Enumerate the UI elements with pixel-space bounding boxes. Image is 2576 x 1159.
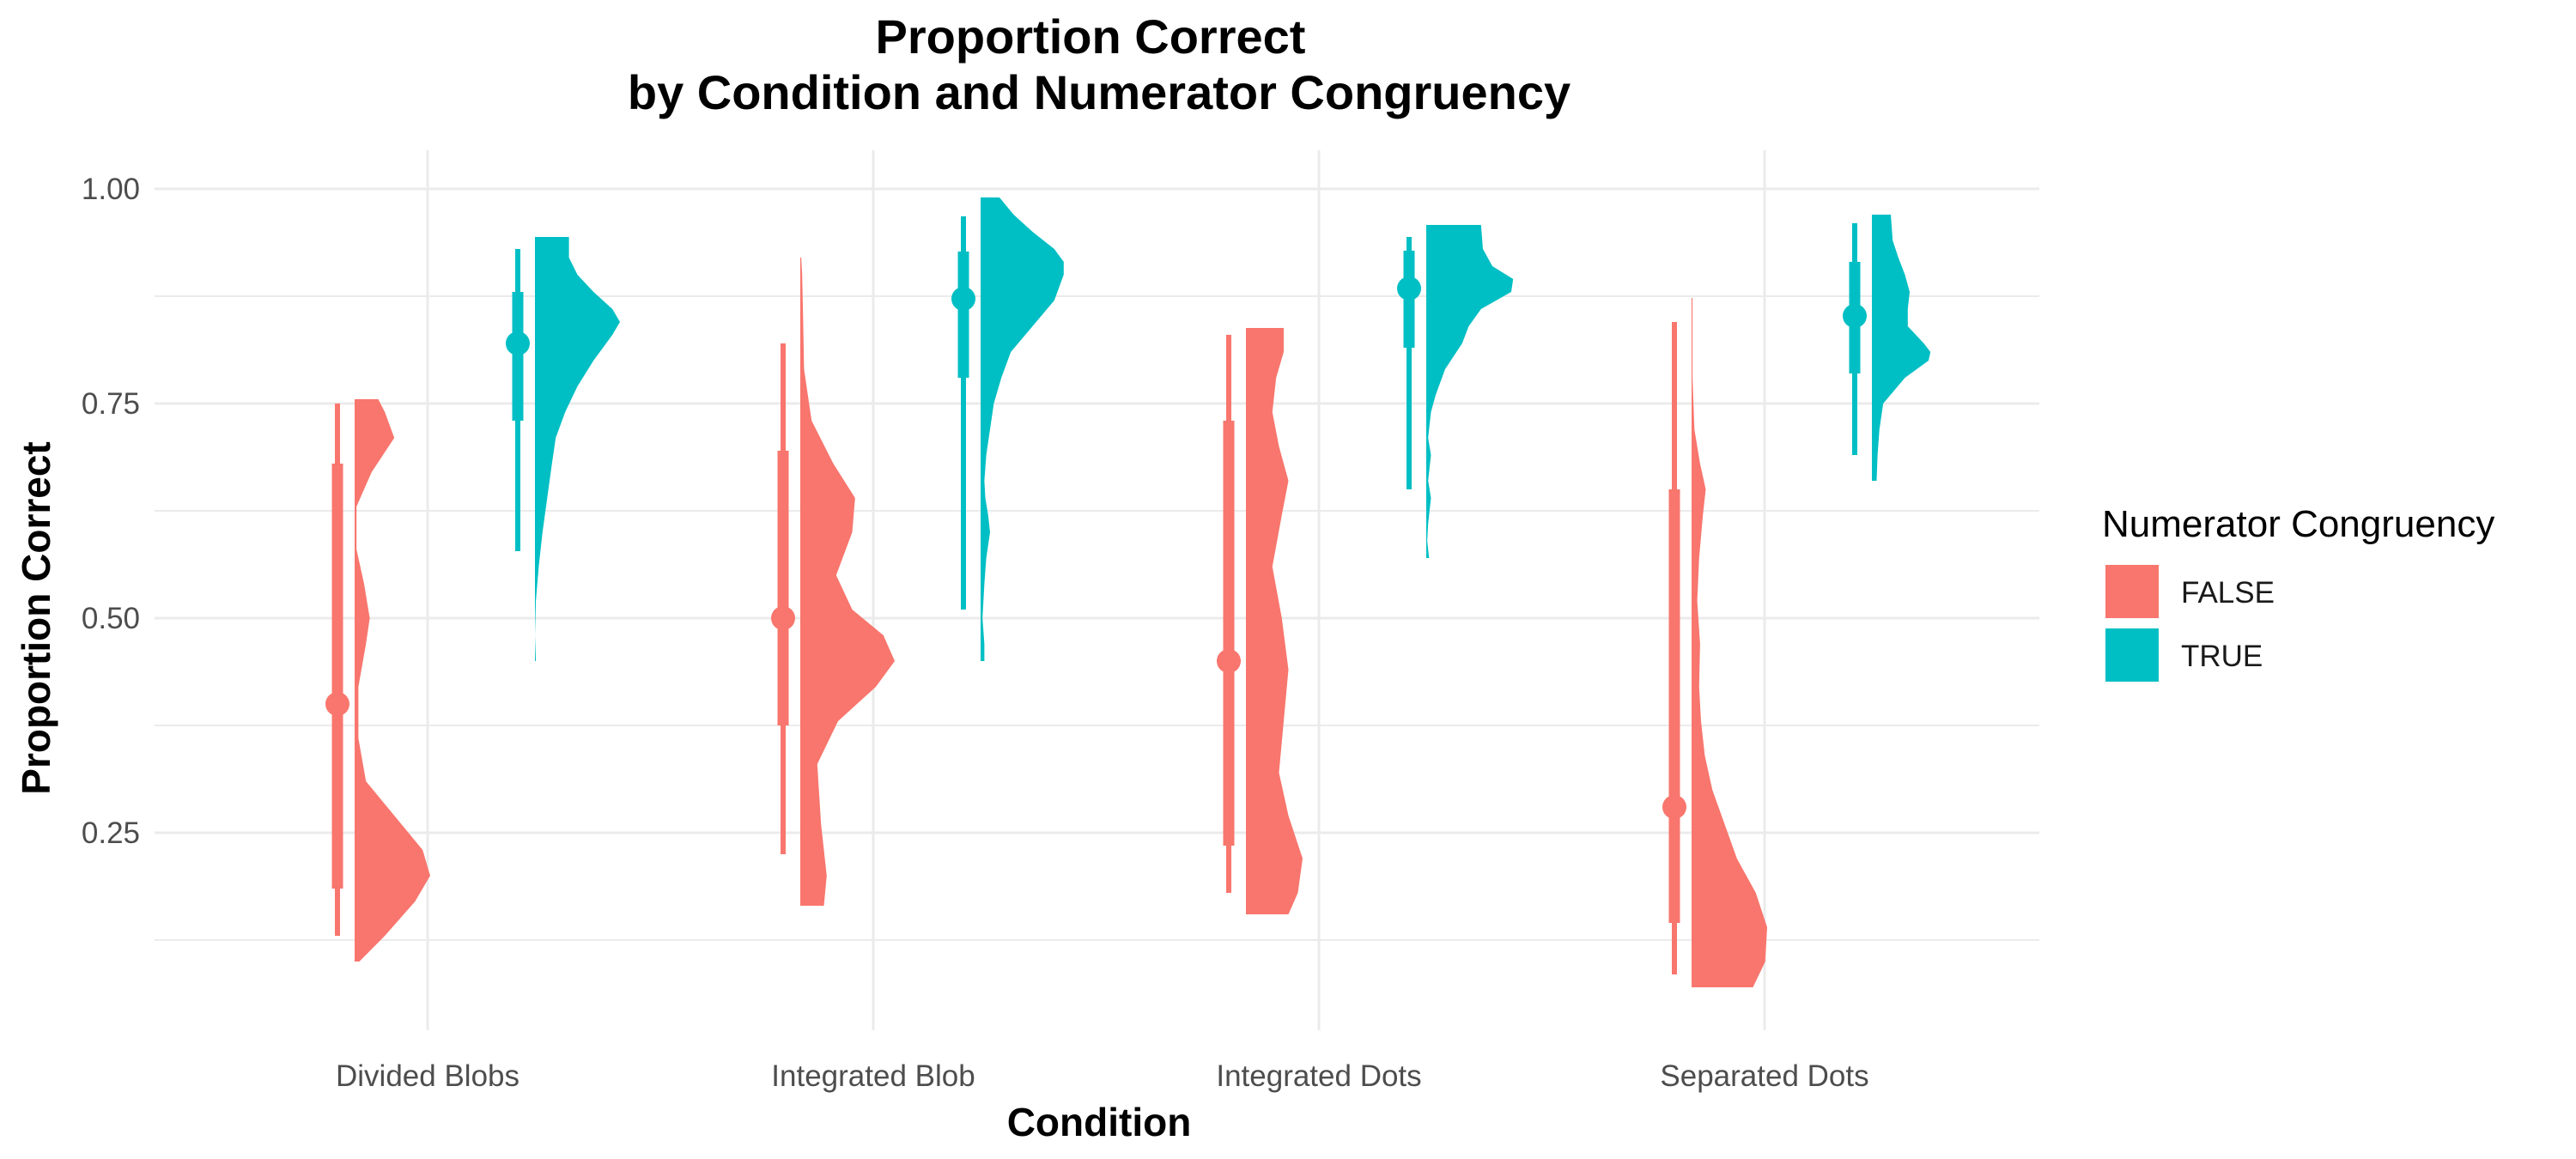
median-point-false xyxy=(1217,649,1241,673)
y-axis-ticks: 0.25 0.50 0.75 1.00 xyxy=(82,173,140,850)
y-tick-label: 1.00 xyxy=(82,173,140,206)
half-violin-true xyxy=(1426,225,1514,558)
median-point-false xyxy=(1662,795,1686,819)
half-violin-false xyxy=(800,258,895,906)
legend-label-true: TRUE xyxy=(2181,640,2263,673)
y-tick-label: 0.75 xyxy=(82,387,140,421)
y-tick-label: 0.50 xyxy=(82,602,140,635)
median-point-true xyxy=(506,331,530,355)
x-tick-label: Integrated Dots xyxy=(1216,1059,1421,1093)
legend-key-true xyxy=(2105,628,2159,682)
half-violin-false xyxy=(1246,328,1303,914)
half-violin-true xyxy=(535,237,620,661)
x-axis-title: Condition xyxy=(1007,1100,1192,1144)
chart-title-line-1: Proportion Correct xyxy=(876,9,1306,64)
median-point-true xyxy=(1843,304,1867,328)
gridlines xyxy=(155,150,2039,1030)
chart-title-line-2: by Condition and Numerator Congruency xyxy=(628,65,1571,119)
median-point-true xyxy=(951,287,975,311)
half-violin-true xyxy=(981,197,1064,661)
legend: Numerator Congruency FALSE TRUE xyxy=(2102,503,2494,682)
point-intervals xyxy=(325,216,1867,974)
legend-label-false: FALSE xyxy=(2181,576,2275,610)
half-violin-false xyxy=(355,399,430,962)
y-tick-label: 0.25 xyxy=(82,816,140,850)
legend-key-false xyxy=(2105,565,2159,618)
x-tick-label: Integrated Blob xyxy=(771,1059,975,1093)
x-axis-ticks: Divided Blobs Integrated Blob Integrated D… xyxy=(336,1059,1869,1093)
median-point-false xyxy=(325,692,349,716)
median-point-true xyxy=(1397,276,1421,300)
half-violin-false xyxy=(1692,298,1767,987)
y-axis-title: Proportion Correct xyxy=(14,441,58,794)
legend-title: Numerator Congruency xyxy=(2102,503,2494,545)
half-violin-true xyxy=(1872,215,1931,481)
x-tick-label: Separated Dots xyxy=(1660,1059,1868,1093)
density-clouds xyxy=(355,197,1931,987)
x-tick-label: Divided Blobs xyxy=(336,1059,519,1093)
median-point-false xyxy=(771,606,795,630)
